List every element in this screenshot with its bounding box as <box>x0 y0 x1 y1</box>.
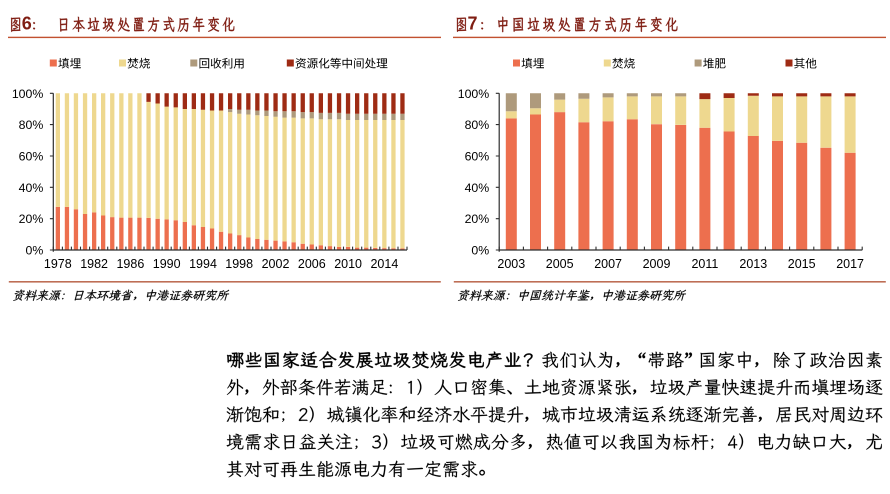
svg-text:20%: 20% <box>465 212 490 226</box>
svg-text:7: 7 <box>468 13 478 33</box>
svg-text:80%: 80% <box>465 118 490 132</box>
svg-text:20%: 20% <box>19 212 44 226</box>
svg-text:2005: 2005 <box>546 257 574 271</box>
svg-text:1986: 1986 <box>116 257 144 271</box>
svg-text:6: 6 <box>22 13 32 33</box>
svg-text:1982: 1982 <box>80 257 108 271</box>
svg-text:2017: 2017 <box>836 257 864 271</box>
svg-text:2010: 2010 <box>334 257 362 271</box>
svg-text:40%: 40% <box>465 181 490 195</box>
svg-text:0%: 0% <box>26 244 44 258</box>
svg-text:60%: 60% <box>465 150 490 164</box>
svg-text:1998: 1998 <box>225 257 253 271</box>
svg-text:1978: 1978 <box>44 257 72 271</box>
svg-text:2013: 2013 <box>739 257 767 271</box>
svg-text:2007: 2007 <box>594 257 622 271</box>
svg-text:80%: 80% <box>19 118 44 132</box>
svg-text:2015: 2015 <box>788 257 816 271</box>
svg-text:100%: 100% <box>12 87 44 101</box>
svg-text:60%: 60% <box>19 150 44 164</box>
svg-text:1994: 1994 <box>189 257 217 271</box>
svg-text:0%: 0% <box>471 244 489 258</box>
svg-text:2003: 2003 <box>497 257 525 271</box>
svg-text:2009: 2009 <box>643 257 671 271</box>
svg-text:100%: 100% <box>458 87 490 101</box>
svg-text:40%: 40% <box>19 181 44 195</box>
svg-text:2014: 2014 <box>370 257 398 271</box>
svg-text:2006: 2006 <box>298 257 326 271</box>
svg-text:2002: 2002 <box>262 257 290 271</box>
svg-text:2011: 2011 <box>691 257 718 271</box>
svg-text:1990: 1990 <box>153 257 181 271</box>
